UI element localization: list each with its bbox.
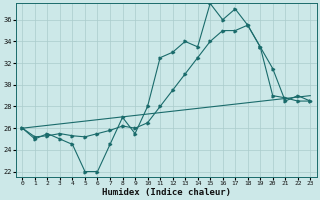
X-axis label: Humidex (Indice chaleur): Humidex (Indice chaleur) [102,188,231,197]
